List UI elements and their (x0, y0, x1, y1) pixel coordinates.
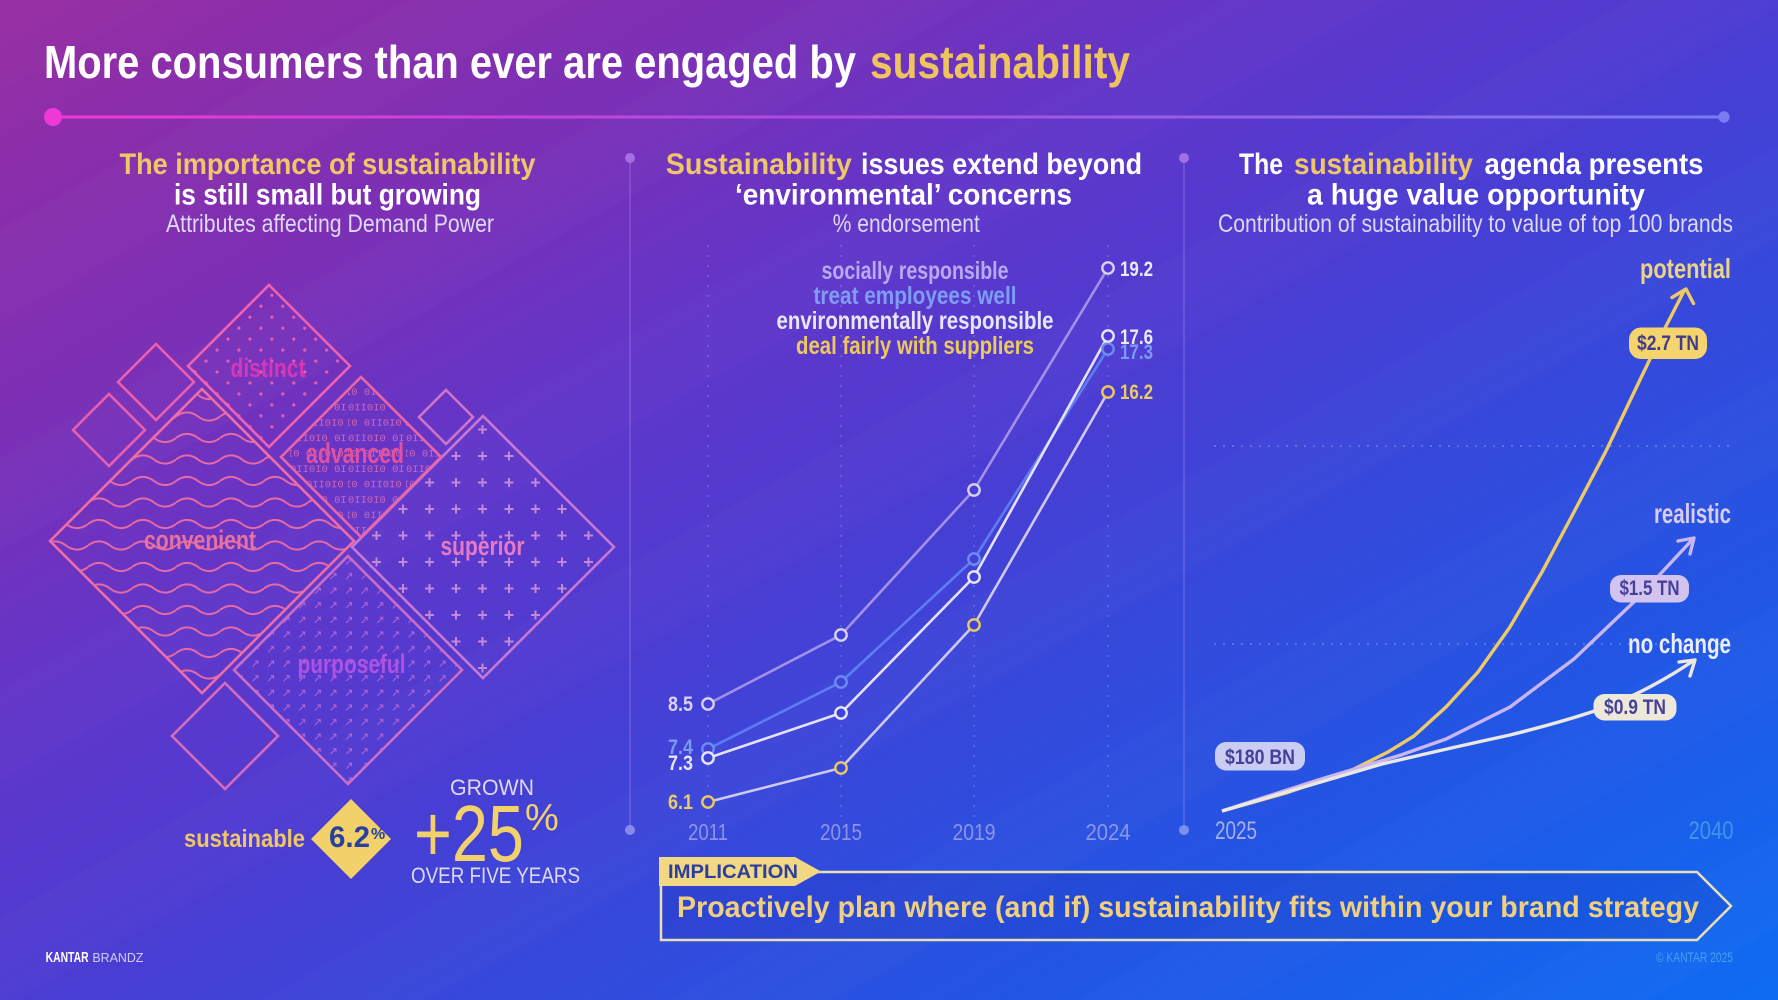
svg-text:2024: 2024 (1086, 819, 1131, 845)
svg-text:© KANTAR 2025: © KANTAR 2025 (1656, 950, 1733, 965)
svg-text:sustainability: sustainability (870, 36, 1130, 88)
svg-text:no change: no change (1628, 628, 1731, 659)
svg-text:2011: 2011 (688, 819, 728, 845)
svg-text:environmentally responsible: environmentally responsible (777, 307, 1054, 335)
svg-text:advanced: advanced (306, 438, 404, 470)
svg-text:issues extend beyond: issues extend beyond (861, 148, 1142, 181)
svg-text:OVER FIVE YEARS: OVER FIVE YEARS (411, 863, 580, 888)
svg-text:sustainable: sustainable (184, 825, 305, 853)
svg-text:treat employees well: treat employees well (814, 282, 1017, 310)
svg-text:2019: 2019 (953, 819, 996, 845)
svg-text:purposeful: purposeful (298, 649, 406, 679)
svg-text:GROWN: GROWN (450, 775, 534, 800)
svg-text:Proactively plan where (and if: Proactively plan where (and if) sustaina… (677, 891, 1699, 924)
svg-text:%: % (525, 797, 559, 839)
svg-text:deal fairly with suppliers: deal fairly with suppliers (796, 332, 1034, 360)
svg-text:+25: +25 (414, 789, 524, 878)
svg-text:is still small but growing: is still small but growing (174, 179, 481, 212)
svg-text:The: The (1239, 148, 1283, 181)
svg-text:8.5: 8.5 (668, 693, 693, 716)
svg-text:distinct: distinct (231, 353, 306, 383)
svg-text:6.2: 6.2 (329, 821, 370, 854)
svg-text:superior: superior (441, 531, 525, 561)
svg-text:Contribution of sustainability: Contribution of sustainability to value … (1218, 210, 1733, 238)
svg-text:6.1: 6.1 (668, 791, 693, 814)
svg-text:potential: potential (1640, 253, 1731, 284)
svg-text:IMPLICATION: IMPLICATION (668, 861, 798, 883)
svg-text:7.4: 7.4 (668, 736, 693, 759)
svg-text:2025: 2025 (1215, 817, 1257, 845)
svg-text:$2.7 TN: $2.7 TN (1637, 332, 1699, 355)
svg-text:17.6: 17.6 (1120, 326, 1153, 349)
svg-text:17.3: 17.3 (1120, 341, 1153, 364)
svg-text:16.2: 16.2 (1120, 381, 1153, 404)
svg-text:2040: 2040 (1689, 817, 1734, 845)
svg-text:agenda presents: agenda presents (1485, 148, 1704, 181)
svg-text:socially responsible: socially responsible (822, 257, 1009, 285)
svg-text:2015: 2015 (820, 819, 862, 845)
svg-text:$180 BN: $180 BN (1225, 746, 1295, 769)
svg-text:KANTAR: KANTAR (46, 950, 89, 966)
svg-text:The importance of sustainabili: The importance of sustainability (120, 148, 536, 181)
svg-text:Sustainability: Sustainability (666, 148, 852, 181)
svg-text:BRANDZ: BRANDZ (92, 950, 143, 965)
svg-text:convenient: convenient (144, 525, 256, 555)
svg-text:%: % (371, 826, 385, 843)
svg-text:sustainability: sustainability (1294, 148, 1473, 181)
svg-text:$1.5 TN: $1.5 TN (1620, 577, 1680, 600)
svg-text:Attributes affecting Demand Po: Attributes affecting Demand Power (166, 210, 494, 238)
svg-text:More consumers than ever are e: More consumers than ever are engaged by (44, 36, 856, 88)
svg-text:a huge value opportunity: a huge value opportunity (1307, 179, 1645, 212)
svg-text:7.3: 7.3 (668, 752, 693, 775)
svg-text:% endorsement: % endorsement (833, 210, 980, 238)
svg-text:realistic: realistic (1654, 498, 1731, 529)
svg-text:19.2: 19.2 (1120, 258, 1153, 281)
svg-text:‘environmental’ concerns: ‘environmental’ concerns (735, 179, 1072, 212)
svg-text:$0.9 TN: $0.9 TN (1604, 696, 1666, 719)
